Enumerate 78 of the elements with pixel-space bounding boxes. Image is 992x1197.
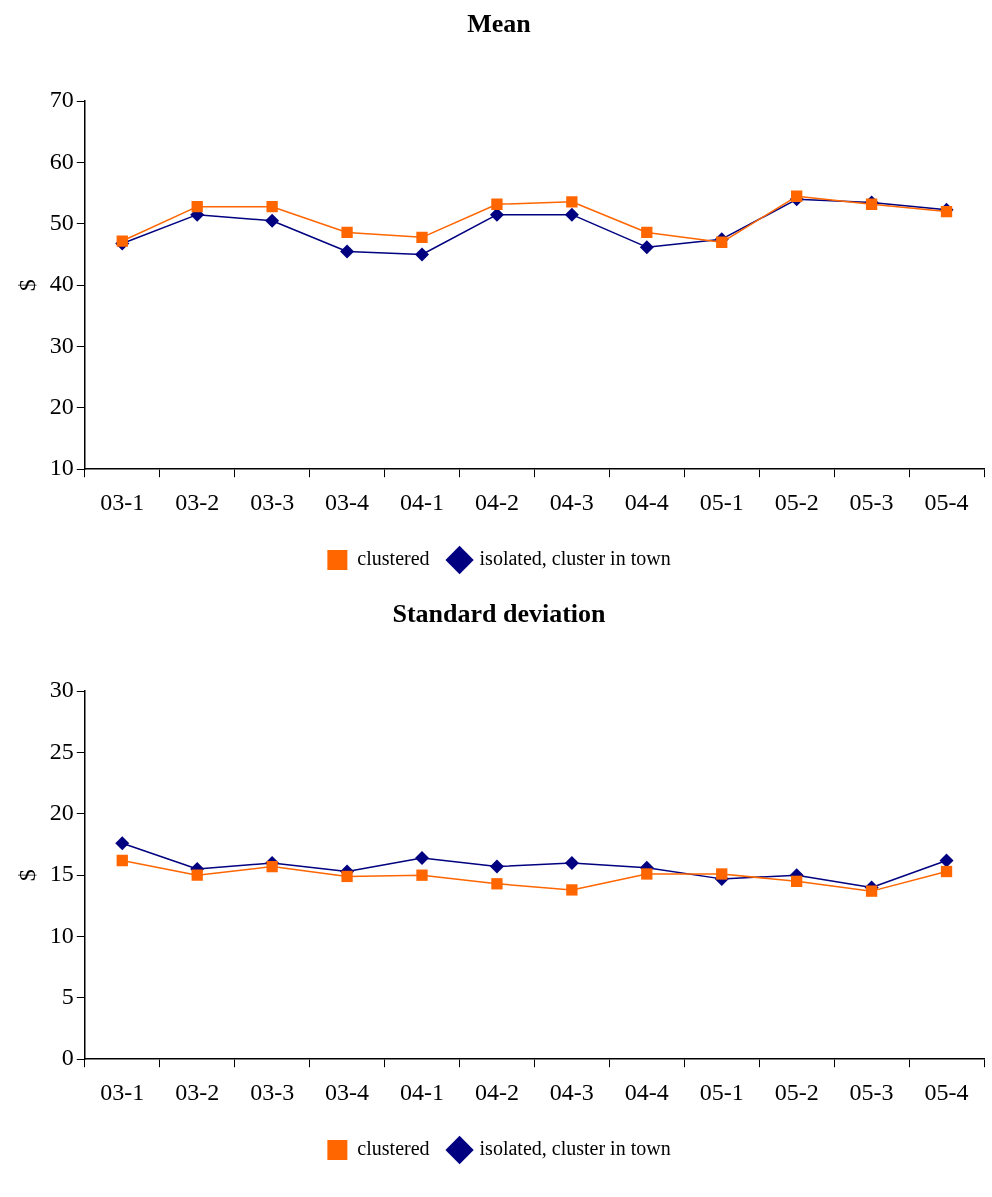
x-tick-label: 04-3 [549, 488, 594, 515]
point [191, 869, 203, 881]
x-tick-label: 03-4 [325, 1078, 370, 1105]
point [416, 869, 428, 881]
x-tick-label: 05-4 [924, 1078, 969, 1105]
chart-title: Mean [467, 9, 532, 39]
point [416, 231, 428, 244]
point [641, 868, 653, 880]
y-tick-label: 30 [49, 331, 74, 358]
x-tick-label: 04-2 [474, 488, 519, 515]
y-tick-label: 30 [49, 676, 74, 703]
x-tick-label: 04-1 [400, 1078, 444, 1105]
x-tick-label: 05-1 [699, 488, 744, 515]
y-axis-title: $ [13, 869, 40, 882]
point [115, 836, 130, 851]
y-tick-label: 50 [49, 209, 74, 236]
point [341, 226, 353, 239]
x-tick-label: 04-1 [400, 488, 444, 515]
point [641, 226, 653, 239]
x-tick-label: 04-4 [624, 1078, 669, 1105]
y-tick-label: 10 [49, 921, 74, 948]
y-tick-label: 5 [61, 983, 74, 1010]
x-tick-label: 05-2 [774, 1078, 819, 1105]
x-tick-label: 05-2 [774, 488, 819, 515]
point [340, 244, 355, 259]
point [639, 240, 654, 255]
point [939, 853, 954, 868]
y-tick-label: 20 [49, 799, 74, 826]
x-tick-label: 03-3 [250, 488, 295, 515]
point [265, 213, 280, 228]
x-tick-label: 03-1 [100, 488, 145, 515]
y-tick-label: 10 [49, 454, 74, 481]
x-tick-label: 03-2 [175, 1078, 220, 1105]
x-tick-label: 05-1 [699, 1078, 744, 1105]
point [266, 201, 278, 213]
x-tick-label: 05-3 [849, 488, 894, 515]
x-tick-label: 05-3 [849, 1078, 894, 1105]
x-tick-label: 04-3 [549, 1078, 594, 1105]
point [491, 878, 503, 890]
legend-label: clustered [357, 547, 430, 570]
point [566, 196, 578, 208]
legend-label: isolated, cluster in town [479, 547, 671, 570]
point [566, 884, 578, 896]
y-axis-title: $ [13, 279, 40, 292]
point [491, 198, 503, 210]
x-tick-label: 03-2 [175, 488, 220, 515]
point [266, 860, 278, 873]
y-tick-label: 0 [61, 1044, 74, 1071]
y-tick-label: 15 [49, 860, 74, 887]
x-tick-label: 04-4 [624, 488, 669, 515]
point [116, 235, 128, 247]
point [564, 855, 579, 870]
x-tick-label: 03-3 [250, 1078, 295, 1105]
point [716, 236, 728, 248]
legend-label: isolated, cluster in town [479, 1137, 671, 1160]
point [716, 868, 728, 880]
chart-title: Standard deviation [392, 599, 607, 629]
point [341, 870, 353, 883]
y-tick-label: 40 [49, 270, 74, 297]
x-tick-label: 03-1 [100, 1078, 145, 1105]
point [191, 201, 203, 213]
x-tick-label: 03-4 [325, 488, 370, 515]
legend-label: clustered [357, 1137, 430, 1160]
point [940, 865, 953, 878]
y-tick-label: 60 [49, 147, 74, 174]
point [791, 190, 803, 202]
x-tick-label: 04-2 [474, 1078, 519, 1105]
point [116, 854, 128, 867]
point [415, 247, 429, 262]
point [865, 885, 878, 897]
point [415, 851, 429, 866]
y-tick-label: 20 [49, 393, 74, 420]
x-tick-label: 05-4 [924, 488, 969, 515]
point [489, 859, 504, 874]
point [564, 207, 579, 222]
point [791, 875, 803, 887]
y-tick-label: 70 [49, 86, 74, 113]
y-tick-label: 25 [49, 737, 74, 764]
